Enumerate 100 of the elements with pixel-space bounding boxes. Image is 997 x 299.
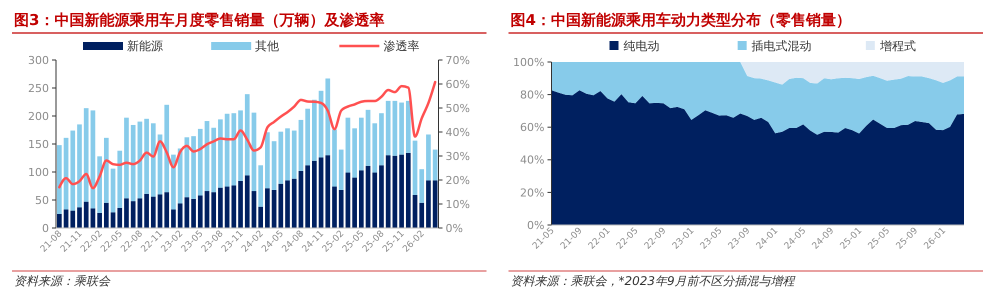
bar [285,128,290,180]
bar [77,124,82,208]
bar [211,128,216,192]
bar [346,118,350,173]
bar [158,134,162,194]
bar [426,180,431,228]
bar [392,100,398,156]
bar [70,130,76,211]
y2-tick-label: 70% [446,54,470,67]
bar [412,194,418,228]
bar [392,156,398,228]
y-tick-label: 0 [42,222,49,235]
chart-title: 图4：中国新能源乘用车动力类型分布（零售销量） [510,11,851,29]
bar [171,154,176,210]
bar [406,152,411,228]
bar [412,140,418,195]
bar [124,198,129,228]
bar [432,150,438,180]
bar [352,128,357,178]
bar [218,119,223,188]
bar [238,180,243,228]
bar [198,128,203,196]
bar [372,123,378,173]
y-tick-label: 20% [520,186,544,200]
bar [366,166,370,228]
bar [204,121,210,192]
bar [104,138,109,203]
text: 资料来源：乘联会 [14,274,111,288]
bar [298,170,304,228]
bar [191,198,196,228]
bar [124,118,129,198]
bar [358,170,364,228]
bar [77,207,82,228]
bar [184,137,190,198]
bar [318,90,324,158]
bar [338,150,344,190]
bar [144,118,149,194]
bar [211,192,216,228]
bar [252,191,256,228]
bar [265,188,270,228]
bar [97,212,102,228]
legend-label: 插电式混动 [752,39,812,53]
legend-label: 其他 [255,39,280,53]
bar [130,201,136,228]
bar [184,197,190,228]
bar [386,100,391,156]
legend-label: 渗透率 [383,39,420,53]
bar [318,157,324,228]
bar [285,180,290,228]
bar [312,100,317,161]
bar [379,165,384,228]
bar [292,178,297,228]
bar [252,112,256,192]
y2-tick-label: 20% [446,174,470,187]
bar [90,208,96,228]
bar [278,132,284,184]
bar [171,210,176,228]
bar [64,138,68,210]
bar [406,100,411,153]
bar [399,154,404,228]
bar [231,113,236,186]
bar [419,202,424,228]
bar [150,123,156,197]
bar [346,172,350,228]
y2-tick-label: 60% [446,78,470,91]
bar [379,113,384,166]
y-tick-label: 100 [28,166,49,179]
bar [244,175,250,228]
bar [224,114,230,187]
bar [64,210,68,228]
bar [84,108,89,202]
y-tick-label: 60% [520,121,544,134]
bar [84,202,89,228]
bar [325,155,330,228]
chart-title: 图3：中国新能源乘用车月度零售销量（万辆）及渗透率 [14,11,384,29]
y-tick-label: 200 [28,110,49,123]
bar [198,196,203,228]
y-tick-label: 80% [520,88,544,102]
bar [150,196,156,228]
bar [104,202,109,228]
y-tick-label: 150 [28,138,49,151]
y2-tick-label: 10% [446,198,470,211]
bar [332,129,337,187]
bar [358,118,364,170]
bar [258,165,264,207]
bar [178,203,182,228]
bar [57,145,62,214]
bar [258,206,264,228]
bar [305,165,310,228]
y-tick-label: 50 [35,194,49,207]
y2-tick-label: 0% [446,222,463,235]
y2-tick-label: 30% [446,150,470,163]
bar [218,188,223,228]
bar [332,186,337,228]
bar [386,155,391,228]
bar [204,191,210,228]
bar [298,120,304,171]
bar [117,208,122,228]
bar [278,184,284,228]
bar [231,185,236,228]
